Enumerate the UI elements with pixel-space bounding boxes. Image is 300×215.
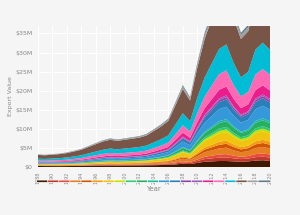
FancyBboxPatch shape (236, 180, 249, 183)
FancyBboxPatch shape (225, 180, 238, 183)
FancyBboxPatch shape (214, 180, 226, 183)
FancyBboxPatch shape (147, 180, 160, 183)
FancyBboxPatch shape (103, 180, 116, 183)
FancyBboxPatch shape (158, 180, 171, 183)
FancyBboxPatch shape (203, 180, 215, 183)
FancyBboxPatch shape (125, 180, 138, 183)
FancyBboxPatch shape (192, 180, 204, 183)
FancyBboxPatch shape (181, 180, 194, 183)
FancyBboxPatch shape (48, 180, 61, 183)
FancyBboxPatch shape (169, 180, 182, 183)
FancyBboxPatch shape (114, 180, 127, 183)
X-axis label: Year: Year (146, 186, 161, 192)
FancyBboxPatch shape (92, 180, 105, 183)
Y-axis label: Export Value: Export Value (8, 77, 13, 116)
FancyBboxPatch shape (247, 180, 260, 183)
FancyBboxPatch shape (258, 180, 271, 183)
FancyBboxPatch shape (37, 180, 50, 183)
FancyBboxPatch shape (136, 180, 149, 183)
FancyBboxPatch shape (81, 180, 94, 183)
FancyBboxPatch shape (59, 180, 72, 183)
FancyBboxPatch shape (70, 180, 83, 183)
